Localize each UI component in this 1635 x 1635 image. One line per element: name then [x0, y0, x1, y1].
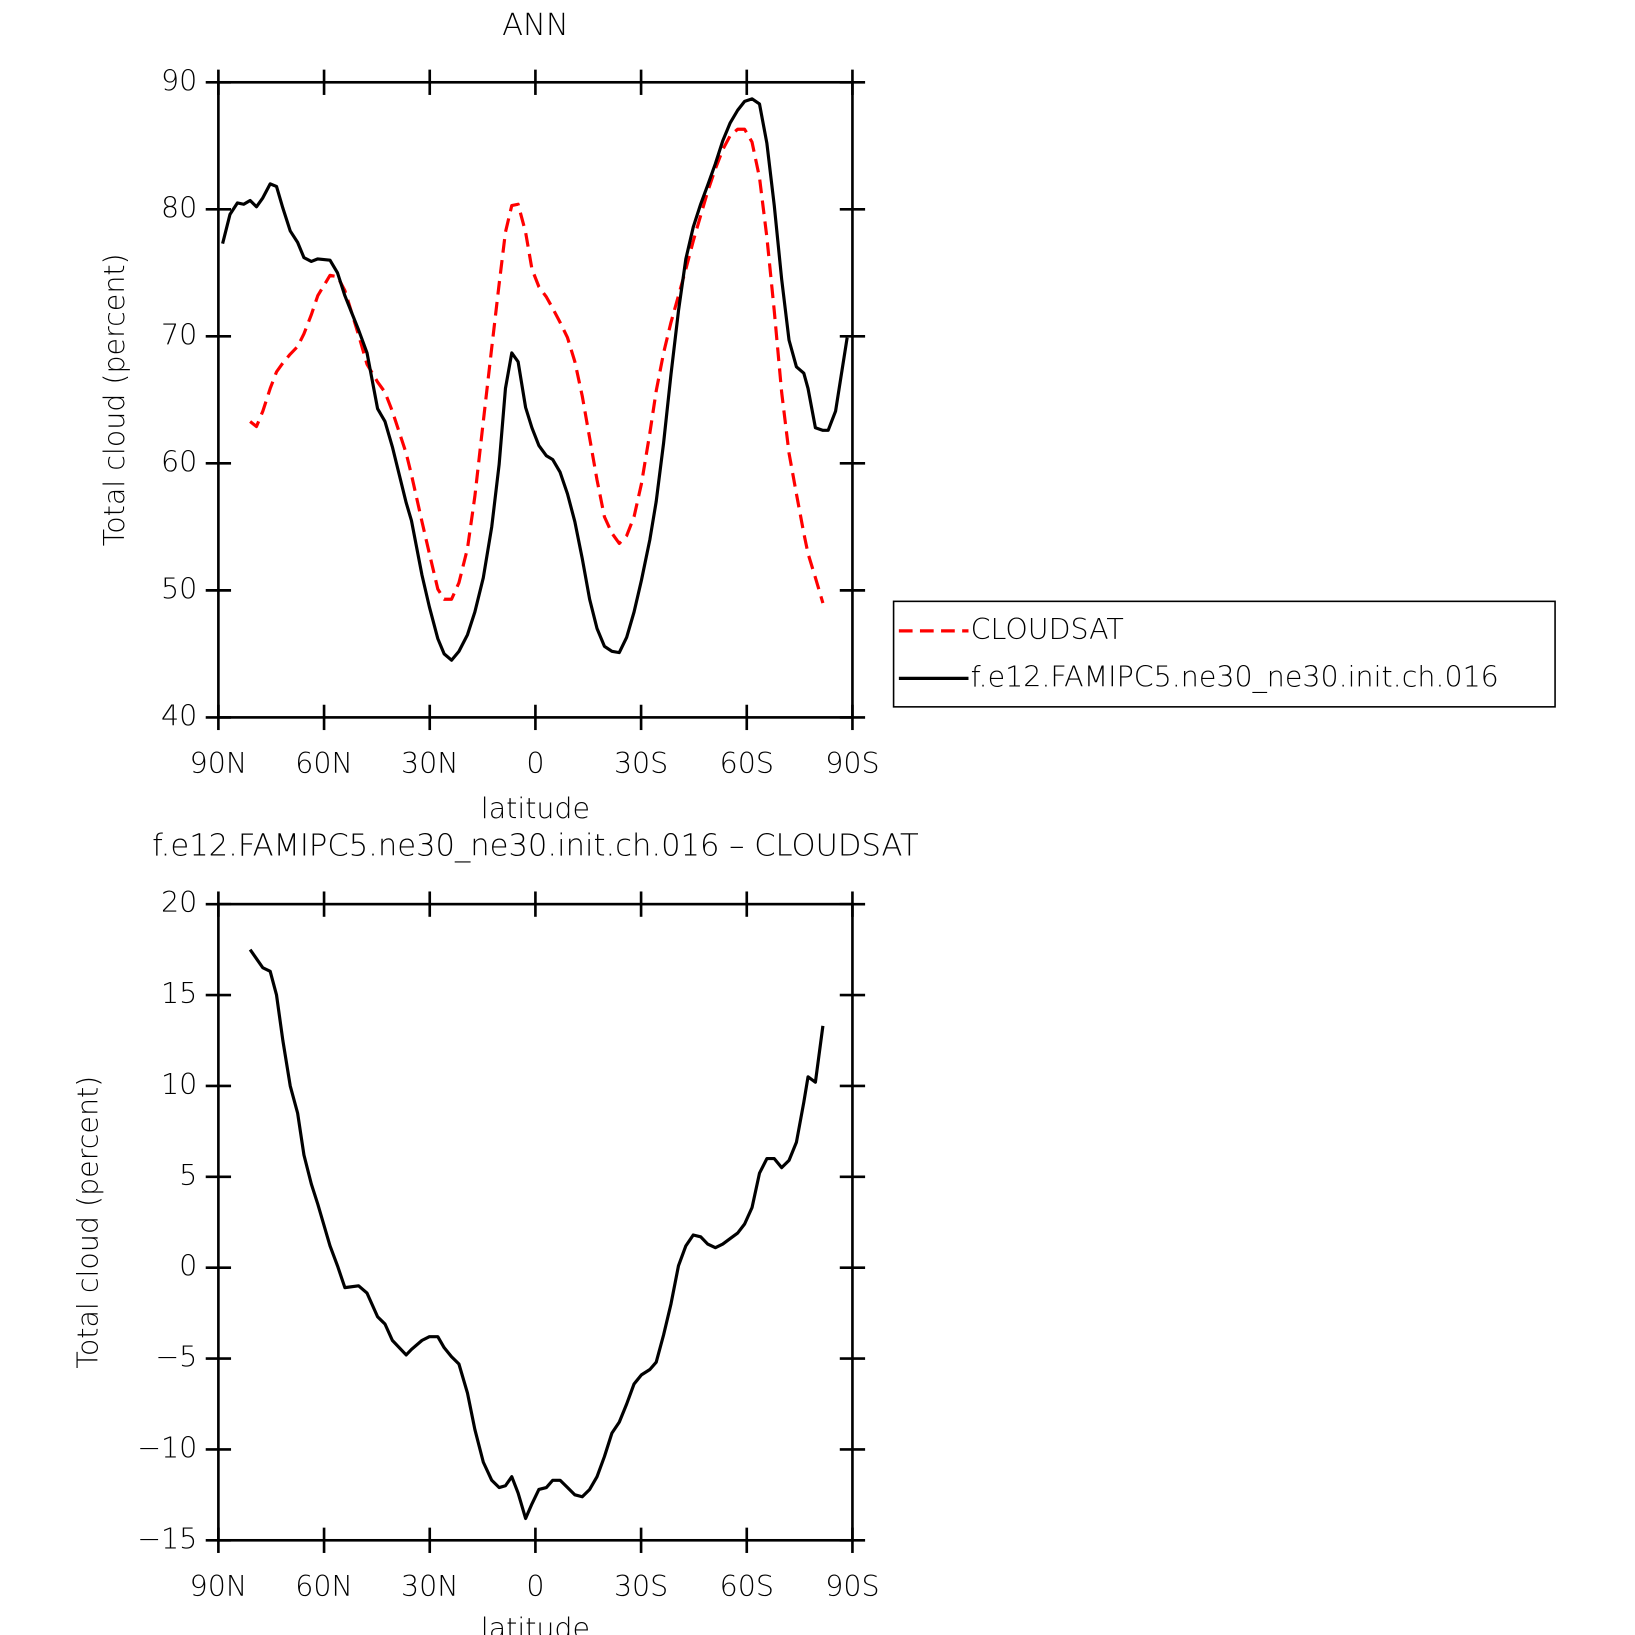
y-tick-label: 70	[161, 318, 197, 351]
y-tick-label: 50	[161, 572, 197, 605]
y-tick-label: −15	[137, 1522, 197, 1555]
x-axis-label: latitude	[481, 1612, 590, 1635]
y-tick-label: 10	[161, 1068, 197, 1101]
x-tick-label: 60S	[720, 747, 774, 780]
y-tick-label: 60	[161, 445, 197, 478]
y-tick-label: 40	[161, 699, 197, 732]
legend-box	[892, 600, 1556, 708]
plot-frame	[217, 902, 854, 1542]
y-tick-label: 0	[179, 1250, 197, 1283]
x-tick-label: 60N	[295, 747, 353, 780]
legend-label: CLOUDSAT	[971, 613, 1124, 646]
plot-area: ANN latitude Total cloud (percent) 90N 60N 30…	[72, 8, 1556, 1635]
x-tick-label: 30S	[614, 747, 668, 780]
y-axis-label: Total cloud (percent)	[72, 1076, 105, 1369]
y-tick-label: 15	[161, 977, 197, 1010]
chart-title: f.e12.FAMIPC5.ne30_ne30.init.ch.016 – CL…	[152, 829, 919, 864]
x-tick-label: 60S	[720, 1570, 774, 1603]
chart-title: ANN	[502, 8, 569, 43]
x-tick-label: 30N	[401, 1570, 459, 1603]
plot-frame	[217, 80, 854, 719]
x-tick-label: 90N	[190, 747, 248, 780]
x-axis-label: latitude	[481, 792, 590, 825]
x-tick-label: 60N	[295, 1570, 353, 1603]
legend-label: f.e12.FAMIPC5.ne30_ne30.init.ch.016	[971, 660, 1499, 694]
x-tick-label: 0	[526, 747, 544, 780]
y-tick-label: 20	[161, 886, 197, 919]
y-tick-label: −10	[137, 1431, 197, 1464]
x-tick-label: 90S	[825, 1570, 879, 1603]
x-tick-label: 90S	[825, 747, 879, 780]
y-axis-label: Total cloud (percent)	[98, 253, 131, 546]
x-tick-label: 0	[526, 1570, 544, 1603]
x-tick-label: 30S	[614, 1570, 668, 1603]
data-line	[249, 127, 825, 604]
data-line	[221, 97, 849, 662]
y-tick-label: −5	[155, 1341, 197, 1374]
y-tick-label: 5	[179, 1159, 197, 1192]
x-tick-label: 30N	[401, 747, 459, 780]
y-tick-label: 90	[161, 64, 197, 97]
y-tick-label: 80	[161, 191, 197, 224]
x-tick-label: 90N	[190, 1570, 248, 1603]
data-line	[248, 948, 825, 1521]
